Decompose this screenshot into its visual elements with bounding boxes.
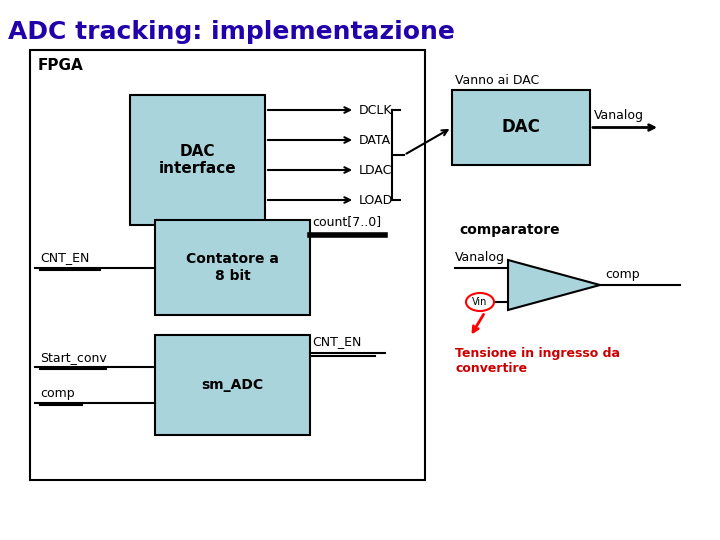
Text: sm_ADC: sm_ADC [202, 378, 264, 392]
Text: comp: comp [40, 387, 75, 400]
Text: CNT_EN: CNT_EN [40, 252, 89, 265]
Text: Vanno ai DAC: Vanno ai DAC [455, 73, 539, 86]
Text: comp: comp [605, 268, 639, 281]
Text: LDAC: LDAC [359, 164, 392, 177]
Polygon shape [508, 260, 600, 310]
Text: CNT_EN: CNT_EN [312, 335, 361, 348]
Bar [30, 50, 425, 480]
Text: FPGA: FPGA [38, 58, 84, 73]
Text: Vanalog: Vanalog [455, 251, 505, 264]
Text: DATA: DATA [359, 133, 391, 146]
Text: LOAD: LOAD [359, 193, 393, 206]
Text: comparatore: comparatore [459, 223, 560, 237]
Text: Vin: Vin [472, 297, 487, 307]
Text: ADC tracking: implementazione: ADC tracking: implementazione [8, 20, 455, 44]
Text: Vanalog: Vanalog [594, 109, 644, 122]
Bar [130, 95, 265, 225]
Text: DAC
interface: DAC interface [158, 144, 236, 176]
Bar [452, 90, 590, 165]
Text: count[7..0]: count[7..0] [312, 215, 381, 228]
Ellipse shape [466, 293, 494, 311]
Text: Start_conv: Start_conv [40, 351, 107, 364]
Text: Tensione in ingresso da
convertire: Tensione in ingresso da convertire [455, 347, 620, 375]
Bar [155, 335, 310, 435]
Bar [155, 220, 310, 315]
Text: DCLK: DCLK [359, 104, 392, 117]
Text: DAC: DAC [502, 118, 541, 137]
Text: Contatore a
8 bit: Contatore a 8 bit [186, 252, 279, 282]
